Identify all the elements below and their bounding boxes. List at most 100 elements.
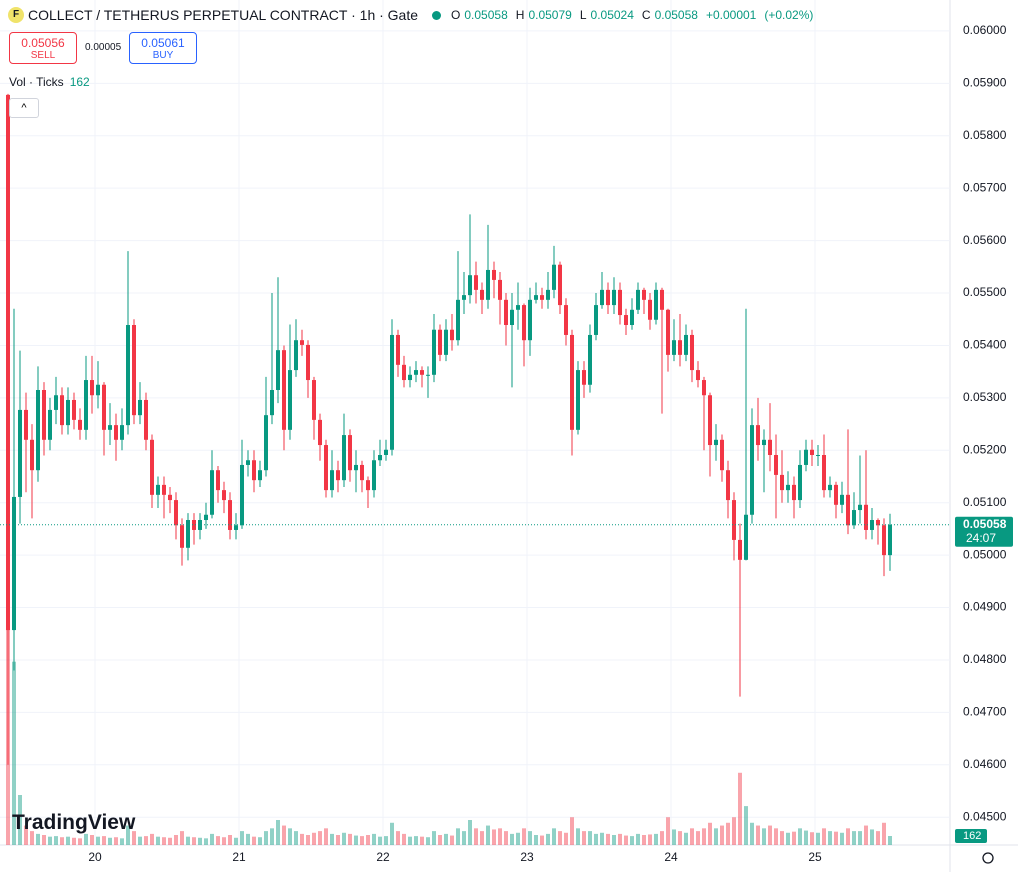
candle-body <box>858 504 862 511</box>
candle-body <box>516 305 520 310</box>
sell-label: SELL <box>30 50 56 61</box>
volume-bar <box>870 829 874 845</box>
candle-body <box>24 409 28 440</box>
candle-body <box>456 299 460 341</box>
volume-bar <box>420 836 424 845</box>
candle-body <box>654 289 658 320</box>
volume-bar <box>246 833 250 845</box>
volume-bar <box>612 835 616 845</box>
candle-body <box>204 514 208 520</box>
o-label: O <box>451 8 461 22</box>
candle-body <box>468 275 472 296</box>
volume-bar <box>78 838 82 845</box>
candle-body <box>414 370 418 375</box>
volume-bar <box>324 828 328 845</box>
volume-bar <box>726 822 730 845</box>
candle-body <box>54 395 58 410</box>
candle-body <box>804 449 808 465</box>
volume-bar <box>522 828 526 845</box>
candle-body <box>810 449 814 455</box>
candle-body <box>552 264 556 290</box>
candle-body <box>84 380 88 430</box>
change-pct: (+0.02%) <box>764 8 814 22</box>
volume-bar <box>810 832 814 845</box>
sell-button[interactable]: 0.05056 SELL <box>9 32 77 64</box>
volume-bar <box>552 828 556 845</box>
volume-bar <box>426 837 430 845</box>
volume-bar <box>390 822 394 845</box>
l-value: 0.05024 <box>590 8 634 22</box>
candle-body <box>210 470 214 515</box>
o-value: 0.05058 <box>464 8 508 22</box>
volume-bar <box>618 833 622 845</box>
y-tick-label: 0.04500 <box>963 809 1007 823</box>
volume-bar <box>228 835 232 845</box>
volume-bar <box>24 825 28 845</box>
candle-body <box>744 514 748 560</box>
volume-bar <box>642 835 646 845</box>
candle-body <box>732 500 736 540</box>
volume-bar <box>234 837 238 845</box>
volume-bar <box>432 831 436 845</box>
candle-body <box>888 524 892 556</box>
volume-bar <box>282 825 286 845</box>
candle-body <box>276 350 280 390</box>
volume-bar <box>348 833 352 845</box>
volume-bar <box>96 836 100 845</box>
candle-body <box>348 435 352 471</box>
volume-bar <box>258 837 262 845</box>
volume-bar <box>528 831 532 845</box>
candle-body <box>834 484 838 505</box>
candle-body <box>96 384 100 396</box>
volume-bar <box>576 828 580 845</box>
volume-bar <box>18 795 22 845</box>
candle-body <box>480 289 484 300</box>
volume-bar <box>654 833 658 845</box>
y-tick-label: 0.05500 <box>963 285 1007 299</box>
collapse-button[interactable]: ^ <box>9 98 39 118</box>
candle-body <box>198 520 202 530</box>
candle-body <box>402 364 406 381</box>
candle-body <box>246 460 250 465</box>
candle-body <box>882 525 886 556</box>
volume-bar <box>216 836 220 845</box>
volume-bar <box>510 833 514 845</box>
volume-bar <box>306 835 310 845</box>
volume-bar <box>54 836 58 845</box>
candle-body <box>306 344 310 381</box>
candle-body <box>582 370 586 385</box>
volume-bar <box>186 836 190 845</box>
x-tick-label: 20 <box>88 850 102 864</box>
y-tick-label: 0.05600 <box>963 233 1007 247</box>
y-tick-label: 0.04900 <box>963 600 1007 614</box>
candle-body <box>612 289 616 306</box>
y-tick-label: 0.05400 <box>963 338 1007 352</box>
candle-body <box>534 295 538 300</box>
candle-body <box>576 370 580 430</box>
volume-bar <box>756 825 760 845</box>
volume-bar <box>762 828 766 845</box>
candle-body <box>90 380 94 396</box>
y-tick-label: 0.04700 <box>963 705 1007 719</box>
change: +0.00001 <box>705 8 757 22</box>
candle-body <box>600 289 604 306</box>
volume-bar <box>462 831 466 845</box>
candle-body <box>216 470 220 491</box>
candle-body <box>594 305 598 335</box>
c-label: C <box>641 8 651 22</box>
candle-body <box>846 494 850 526</box>
volume-bar <box>336 835 340 845</box>
volume-bar <box>822 828 826 845</box>
volume-bar <box>312 832 316 845</box>
candle-body <box>180 525 184 548</box>
candle-body <box>324 445 328 491</box>
volume-bar <box>126 825 130 845</box>
x-tick-label: 25 <box>808 850 822 864</box>
candle-body <box>138 399 142 416</box>
buy-button[interactable]: 0.05061 BUY <box>129 32 197 64</box>
volume-bar <box>264 831 268 845</box>
candle-body <box>738 539 742 560</box>
volume-bar <box>150 833 154 845</box>
sell-price: 0.05056 <box>21 36 65 50</box>
volume-bar <box>300 833 304 845</box>
